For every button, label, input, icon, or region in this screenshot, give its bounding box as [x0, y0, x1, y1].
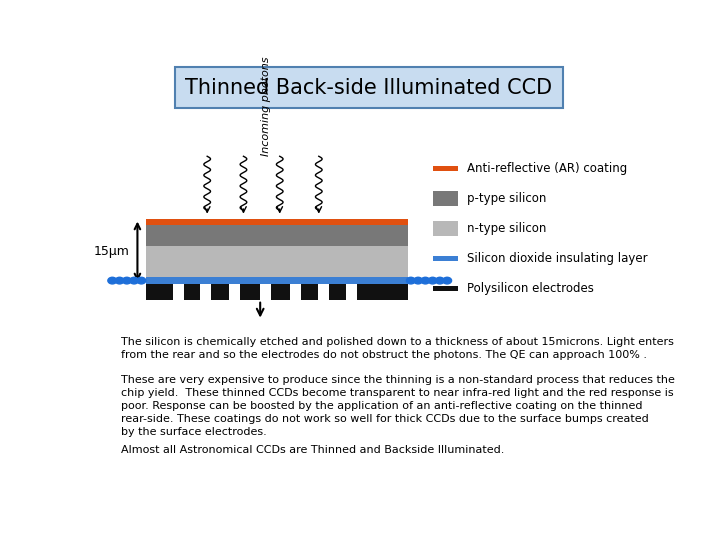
Text: Thinned Back-side Illuminated CCD: Thinned Back-side Illuminated CCD	[186, 78, 552, 98]
Circle shape	[413, 277, 423, 284]
Bar	[433, 191, 459, 206]
Text: p-type silicon: p-type silicon	[467, 192, 546, 205]
Circle shape	[406, 277, 415, 284]
Bar	[200, 285, 211, 300]
Bar	[346, 285, 356, 300]
Text: Incoming photons: Incoming photons	[261, 57, 271, 156]
Circle shape	[115, 277, 124, 284]
Bar	[318, 285, 329, 300]
Circle shape	[137, 277, 145, 284]
Text: n-type silicon: n-type silicon	[467, 222, 546, 235]
Circle shape	[122, 277, 131, 284]
Bar	[145, 219, 408, 225]
Bar	[433, 221, 459, 236]
Bar	[433, 256, 459, 261]
Bar	[145, 246, 408, 277]
Bar	[289, 285, 301, 300]
Circle shape	[108, 277, 117, 284]
Bar	[433, 166, 459, 171]
Bar	[173, 285, 184, 300]
Bar	[145, 277, 408, 285]
Bar	[433, 286, 459, 291]
Circle shape	[428, 277, 437, 284]
Circle shape	[421, 277, 430, 284]
Circle shape	[443, 277, 451, 284]
Text: Polysilicon electrodes: Polysilicon electrodes	[467, 282, 593, 295]
Bar	[145, 225, 408, 246]
Bar	[229, 285, 240, 300]
Circle shape	[130, 277, 138, 284]
Text: The silicon is chemically etched and polished down to a thickness of about 15mic: The silicon is chemically etched and pol…	[121, 337, 674, 360]
Text: Silicon dioxide insulating layer: Silicon dioxide insulating layer	[467, 252, 647, 265]
Text: 15μm: 15μm	[93, 245, 129, 258]
Text: These are very expensive to produce since the thinning is a non-standard process: These are very expensive to produce sinc…	[121, 375, 675, 437]
Circle shape	[436, 277, 444, 284]
Text: Anti-reflective (AR) coating: Anti-reflective (AR) coating	[467, 162, 627, 176]
Bar	[145, 285, 408, 300]
Bar	[260, 285, 271, 300]
Text: Almost all Astronomical CCDs are Thinned and Backside Illuminated.: Almost all Astronomical CCDs are Thinned…	[121, 446, 504, 455]
